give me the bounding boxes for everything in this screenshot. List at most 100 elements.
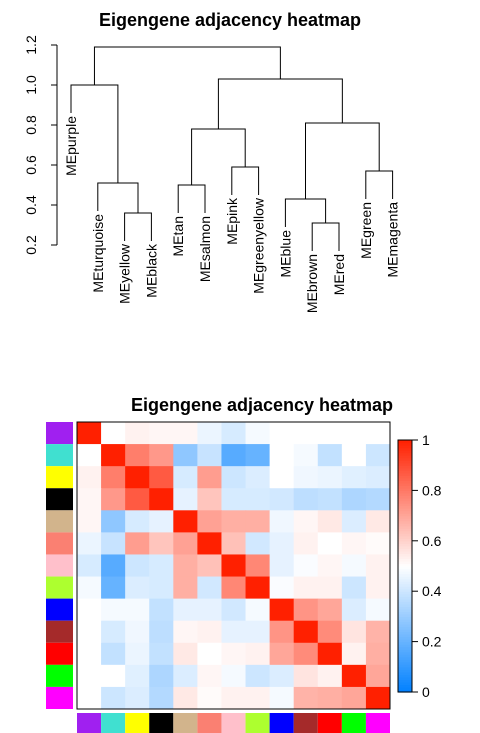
colorbar-step — [398, 611, 412, 615]
colorbar-step — [398, 503, 412, 507]
heatmap-cell — [221, 620, 247, 644]
colorbar-step — [398, 508, 412, 512]
column-module-swatch — [77, 713, 102, 733]
heatmap-cell — [173, 686, 198, 710]
heatmap-cell — [149, 466, 174, 489]
colorbar-step — [398, 626, 412, 630]
heatmap-cell — [77, 576, 102, 600]
colorbar-step — [398, 684, 412, 688]
colorbar-step — [398, 608, 412, 612]
colorbar-step — [398, 518, 412, 522]
heatmap-cell — [125, 554, 150, 578]
heatmap-cell — [317, 642, 343, 666]
heatmap-cell — [365, 422, 391, 445]
colorbar-step — [398, 618, 412, 623]
heatmap-cell — [149, 444, 174, 467]
colorbar-step — [398, 462, 412, 466]
heatmap-cell — [173, 620, 198, 644]
colorbar-step — [398, 664, 412, 668]
heatmap-cell — [293, 598, 319, 622]
heatmap-cell — [221, 642, 247, 666]
colorbar-step — [398, 566, 412, 570]
heatmap-cell — [269, 532, 295, 555]
colorbar-step — [398, 525, 412, 529]
heatmap-cell — [173, 444, 198, 467]
heatmap-cell — [197, 488, 222, 511]
heatmap-cell — [365, 488, 391, 511]
heatmap-cell — [365, 664, 391, 688]
colorbar-step — [398, 601, 412, 605]
heatmap-cell — [245, 686, 271, 710]
heatmap-cell — [221, 576, 247, 600]
heatmap-cell — [317, 444, 343, 467]
column-module-swatch — [197, 713, 222, 733]
heatmap-cell — [269, 642, 295, 666]
y-tick-label: 0.6 — [23, 155, 39, 175]
colorbar-step — [398, 482, 412, 486]
heatmap-cell — [77, 664, 102, 688]
leaf-label: MEpink — [224, 197, 240, 245]
heatmap-cell — [77, 466, 102, 489]
colorbar-step — [398, 613, 412, 617]
heatmap-cell — [101, 422, 126, 445]
heatmap-cell — [245, 576, 271, 600]
row-module-swatch — [46, 642, 73, 665]
heatmap-cell — [269, 444, 295, 467]
heatmap-cell — [341, 422, 367, 445]
dendrogram-branch — [231, 166, 260, 195]
y-tick-label: 1.0 — [23, 75, 39, 95]
colorbar-step — [398, 576, 412, 580]
leaf-label: MEmagenta — [385, 202, 401, 278]
colorbar-step — [398, 500, 412, 504]
heatmap-cell — [269, 620, 295, 644]
colorbar-step — [398, 545, 412, 549]
heatmap-cell — [125, 444, 150, 467]
column-module-swatch — [149, 713, 174, 733]
y-tick-label: 1.2 — [23, 35, 39, 55]
dendrogram-branch — [191, 128, 246, 185]
heatmap-cell — [293, 576, 319, 600]
row-module-swatch — [46, 598, 73, 621]
row-module-swatch — [46, 510, 73, 533]
heatmap-cell — [317, 466, 343, 489]
heatmap-row-color-bar — [46, 422, 73, 709]
heatmap-cell — [365, 576, 391, 600]
colorbar-step — [398, 676, 412, 680]
heatmap-cell — [173, 642, 198, 666]
heatmap-cell — [317, 576, 343, 600]
leaf-label: MEpurple — [63, 116, 79, 176]
leaf-label: MEsalmon — [197, 216, 213, 282]
colorbar-step — [398, 487, 412, 491]
heatmap-cell — [149, 686, 174, 710]
heatmap-cell — [221, 532, 247, 555]
heatmap-cell — [101, 510, 126, 533]
heatmap-cell — [149, 664, 174, 688]
heatmap-cell — [125, 510, 150, 533]
colorbar-step — [398, 634, 412, 638]
colorbar-step — [398, 679, 412, 683]
leaf-label: MEgreen — [358, 202, 374, 259]
colorbar-step — [398, 558, 412, 562]
heatmap-cell — [365, 620, 391, 644]
colorbar-step — [398, 656, 412, 660]
colorbar-step — [398, 440, 412, 444]
heatmap-cell — [245, 466, 271, 489]
heatmap-cell — [269, 422, 295, 445]
heatmap-cell — [197, 620, 222, 644]
colorbar-step — [398, 654, 412, 658]
heatmap-cell — [269, 664, 295, 688]
heatmap-cell — [77, 642, 102, 666]
heatmap-cell — [221, 444, 247, 467]
heatmap-cell — [269, 576, 295, 600]
heatmap-cell — [293, 620, 319, 644]
heatmap-cell — [269, 488, 295, 511]
column-module-swatch — [341, 713, 366, 733]
heatmap-cell — [221, 598, 247, 622]
heatmap-cell — [245, 598, 271, 622]
heatmap-cell — [101, 488, 126, 511]
colorbar-step — [398, 490, 412, 494]
heatmap-cell — [173, 422, 198, 445]
colorbar-tick-label: 0.4 — [422, 583, 442, 599]
heatmap-cell — [197, 466, 222, 489]
